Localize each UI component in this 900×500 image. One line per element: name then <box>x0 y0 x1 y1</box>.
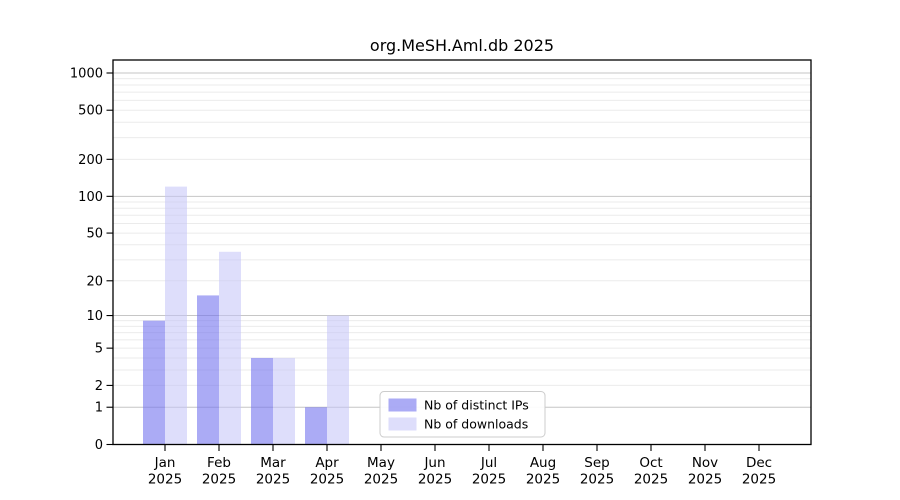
x-axis-tick-label-year: 2025 <box>742 472 776 488</box>
bar-nb-of-downloads-feb <box>219 251 241 445</box>
y-axis-tick-label: 200 <box>78 153 103 168</box>
x-axis-tick-label-month: Jan <box>154 455 176 471</box>
x-axis-tick-label-month: Jul <box>480 455 497 471</box>
legend-swatch-nb-of-distinct-ips <box>388 398 417 412</box>
x-axis-tick-label-month: Aug <box>530 455 556 471</box>
x-axis-tick-label-year: 2025 <box>364 472 398 488</box>
y-axis-tick-label: 0 <box>95 438 103 453</box>
y-axis-tick-label: 2 <box>95 379 103 394</box>
x-axis-tick-label-month: May <box>367 455 395 471</box>
x-axis-tick-label-year: 2025 <box>310 472 344 488</box>
y-axis-tick-label: 10 <box>86 309 103 324</box>
legend-swatch-nb-of-downloads <box>388 417 417 431</box>
legend-box <box>379 391 546 438</box>
y-axis-tick-label: 50 <box>86 227 103 242</box>
x-axis-tick-label-year: 2025 <box>580 472 614 488</box>
bar-nb-of-distinct-ips-jan <box>143 320 165 445</box>
y-axis-tick-label: 1 <box>95 401 103 416</box>
bar-nb-of-downloads-jan <box>165 186 187 445</box>
x-axis-tick-label-year: 2025 <box>688 472 722 488</box>
x-axis-tick-label-year: 2025 <box>634 472 668 488</box>
x-axis-tick-label-month: Apr <box>315 455 339 471</box>
chart-title: org.MeSH.Aml.db 2025 <box>369 36 555 55</box>
bar-nb-of-downloads-mar <box>273 357 295 445</box>
bar-nb-of-distinct-ips-apr <box>305 407 327 445</box>
legend-label-nb-of-distinct-ips: Nb of distinct IPs <box>424 398 529 413</box>
bar-nb-of-distinct-ips-mar <box>251 357 273 445</box>
y-axis-tick-label: 20 <box>86 274 103 289</box>
y-axis-tick-label: 100 <box>78 190 103 205</box>
bar-nb-of-downloads-apr <box>327 315 349 445</box>
y-axis-tick-label: 1000 <box>70 67 103 82</box>
x-axis-tick-label-year: 2025 <box>256 472 290 488</box>
plot-border <box>112 59 812 446</box>
x-axis-tick-label-month: Jun <box>423 455 445 471</box>
x-axis-tick-label-year: 2025 <box>472 472 506 488</box>
y-axis-tick-label: 5 <box>95 342 103 357</box>
legend-label-nb-of-downloads: Nb of downloads <box>424 417 528 432</box>
x-axis-tick-label-year: 2025 <box>202 472 236 488</box>
y-axis-tick-label: 500 <box>78 104 103 119</box>
bar-nb-of-distinct-ips-feb <box>197 295 219 445</box>
x-axis-tick-label-month: Mar <box>260 455 286 471</box>
x-axis-tick-label-month: Dec <box>746 455 772 471</box>
x-axis-tick-label-year: 2025 <box>418 472 452 488</box>
x-axis-tick-label-month: Sep <box>584 455 609 471</box>
x-axis-tick-label-year: 2025 <box>148 472 182 488</box>
x-axis-tick-label-month: Feb <box>207 455 231 471</box>
x-axis-tick-label-month: Nov <box>692 455 718 471</box>
legend: Nb of distinct IPs Nb of downloads <box>379 391 546 438</box>
x-axis-tick-label-month: Oct <box>639 455 662 471</box>
x-axis-tick-label-year: 2025 <box>526 472 560 488</box>
